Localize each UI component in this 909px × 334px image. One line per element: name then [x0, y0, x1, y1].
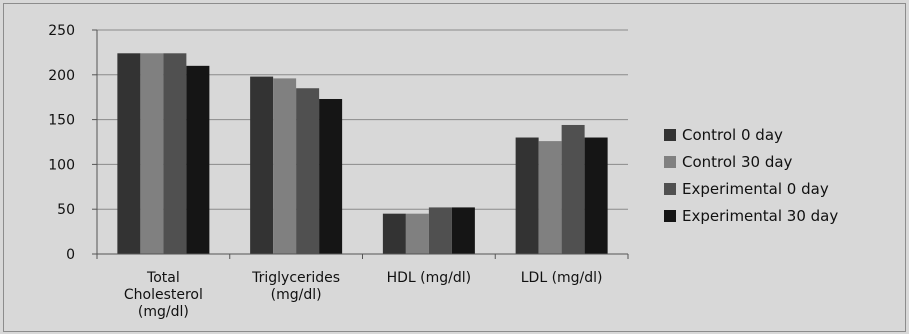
legend-item: Experimental 30 day	[664, 202, 838, 229]
bar	[561, 124, 585, 254]
bar	[584, 137, 608, 254]
x-category-label: (mg/dl)	[138, 304, 189, 320]
y-tick-label: 250	[48, 23, 75, 39]
legend-label: Control 0 day	[682, 125, 783, 144]
bar	[319, 98, 343, 254]
legend-item: Control 30 day	[664, 148, 838, 175]
y-tick-label: 150	[48, 113, 75, 129]
legend-label: Control 30 day	[682, 152, 793, 171]
legend-swatch	[664, 209, 676, 222]
bar	[163, 53, 187, 254]
bar	[250, 76, 274, 254]
bar	[117, 53, 141, 254]
x-category-label: Triglycerides	[251, 270, 340, 286]
bar	[538, 141, 562, 254]
bar	[428, 207, 452, 254]
legend-item: Experimental 0 day	[664, 175, 838, 202]
bar	[382, 213, 406, 254]
legend-swatch	[664, 182, 676, 195]
bar	[451, 207, 475, 254]
legend: Control 0 day Control 30 day Experimental …	[664, 121, 838, 229]
bar	[296, 88, 320, 255]
legend-item: Control 0 day	[664, 121, 838, 148]
y-tick-label: 200	[48, 68, 75, 84]
x-category-label: (mg/dl)	[271, 287, 322, 303]
legend-swatch	[664, 155, 676, 168]
bar	[140, 53, 164, 254]
bar	[273, 78, 297, 254]
bar	[515, 137, 539, 254]
legend-label: Experimental 0 day	[682, 179, 829, 198]
x-category-label: Total	[146, 270, 180, 286]
legend-label: Experimental 30 day	[682, 206, 839, 225]
x-category-label: HDL (mg/dl)	[387, 270, 472, 286]
x-category-label: LDL (mg/dl)	[521, 270, 603, 286]
legend-swatch	[664, 128, 676, 141]
y-tick-label: 100	[48, 157, 75, 173]
x-category-label: Cholesterol	[124, 287, 203, 303]
y-tick-label: 50	[57, 202, 75, 218]
y-tick-label: 0	[66, 247, 75, 263]
bar	[405, 213, 429, 254]
bar	[186, 65, 210, 254]
